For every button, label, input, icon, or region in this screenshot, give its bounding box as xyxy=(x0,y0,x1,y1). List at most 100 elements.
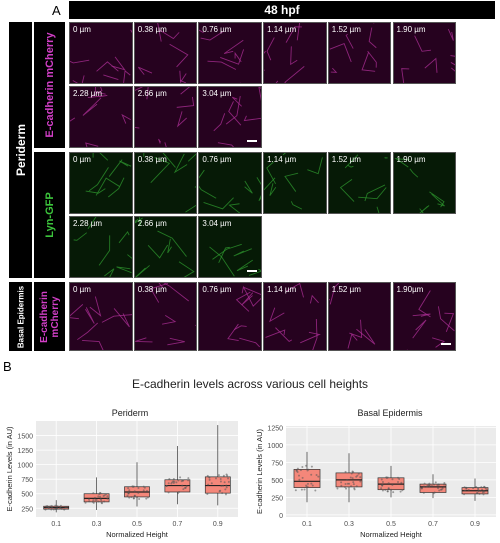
jitter-point xyxy=(50,508,53,511)
micrograph-tile: 1.90µm xyxy=(392,282,456,351)
y-tick-label: 500 xyxy=(21,492,33,499)
jitter-point xyxy=(344,482,347,485)
basal-epidermis-text: Basal Epidermis xyxy=(16,285,25,348)
jitter-point xyxy=(173,480,176,483)
jitter-point xyxy=(482,493,485,496)
panel-b-letter: B xyxy=(3,359,12,374)
micrograph-tile: 0.38 µm xyxy=(133,152,198,214)
jitter-point xyxy=(350,485,353,488)
jitter-point xyxy=(126,494,129,497)
jitter-point xyxy=(103,494,106,497)
jitter-point xyxy=(351,470,354,473)
micrograph-tile: 0.76 µm xyxy=(198,282,262,351)
jitter-point xyxy=(168,478,171,481)
y-tick-label: 1000 xyxy=(267,443,283,450)
jitter-point xyxy=(225,486,228,489)
periderm-boxplot: 250 500 750 1000 1250 1500 0.1 0.3 0.5 0.7 0.9 Norm… xyxy=(5,421,238,539)
jitter-point xyxy=(98,491,101,494)
jitter-point xyxy=(133,494,136,497)
jitter-point xyxy=(390,488,393,491)
scale-bar xyxy=(246,270,257,272)
jitter-point xyxy=(317,475,320,478)
jitter-point xyxy=(465,486,468,489)
y-tick-label: 750 xyxy=(21,477,33,484)
jitter-point xyxy=(227,480,230,483)
jitter-point xyxy=(93,496,96,499)
jitter-point xyxy=(187,477,190,480)
periderm-text: Periderm xyxy=(13,123,28,177)
micrograph-tile: 0.38 µm xyxy=(133,22,198,84)
jitter-point xyxy=(397,480,400,483)
jitter-point xyxy=(55,507,58,510)
jitter-point xyxy=(340,484,343,487)
jitter-point xyxy=(479,490,482,493)
jitter-point xyxy=(222,484,225,487)
depth-label: 1.90 µm xyxy=(396,155,426,164)
jitter-point xyxy=(100,499,103,502)
jitter-point xyxy=(381,480,384,483)
micrograph-tile: 0 µm xyxy=(69,282,133,351)
y-tick-label: 1500 xyxy=(17,434,33,441)
jitter-point xyxy=(391,483,394,486)
jitter-point xyxy=(133,490,136,493)
jitter-point xyxy=(220,484,223,487)
jitter-point xyxy=(481,488,484,491)
jitter-point xyxy=(128,489,131,492)
x-axis-label: Normalized Height xyxy=(106,530,169,539)
jitter-point xyxy=(463,489,466,492)
y-tick-label: 1000 xyxy=(17,463,33,470)
jitter-point xyxy=(210,482,213,485)
jitter-point xyxy=(172,478,175,481)
jitter-point xyxy=(219,480,222,483)
jitter-point xyxy=(310,482,313,485)
jitter-point xyxy=(167,482,170,485)
jitter-point xyxy=(50,506,53,509)
jitter-point xyxy=(167,491,170,494)
depth-label: 0.76 µm xyxy=(202,25,232,34)
jitter-point xyxy=(437,487,440,490)
jitter-point xyxy=(50,504,53,507)
jitter-point xyxy=(99,495,102,498)
jitter-point xyxy=(296,467,299,470)
jitter-point xyxy=(105,493,108,496)
depth-label: 0.38 µm xyxy=(137,285,167,294)
jitter-point xyxy=(438,489,441,492)
box xyxy=(419,483,447,493)
jitter-point xyxy=(303,488,306,491)
jitter-point xyxy=(143,486,146,489)
jitter-point xyxy=(165,485,168,488)
jitter-point xyxy=(311,484,314,487)
jitter-point xyxy=(66,506,69,509)
jitter-point xyxy=(340,481,343,484)
basal-ecadherin-text: E-cadherin mCherry xyxy=(38,290,61,343)
jitter-point xyxy=(208,476,211,479)
micrograph-tile: 2.28 µm xyxy=(69,86,133,148)
jitter-point xyxy=(477,487,480,490)
jitter-point xyxy=(306,482,309,485)
jitter-point xyxy=(353,487,356,490)
micrograph-tile: 0 µm xyxy=(69,22,133,84)
depth-label: 1.52 µm xyxy=(331,155,361,164)
jitter-point xyxy=(314,489,317,492)
jitter-point xyxy=(380,487,383,490)
jitter-point xyxy=(217,474,220,477)
jitter-point xyxy=(397,476,400,479)
jitter-point xyxy=(146,496,149,499)
jitter-point xyxy=(310,465,313,468)
x-tick-label: 0.9 xyxy=(470,521,480,528)
jitter-point xyxy=(175,481,178,484)
jitter-point xyxy=(386,490,389,493)
jitter-point xyxy=(103,500,106,503)
jitter-point xyxy=(59,506,62,509)
jitter-point xyxy=(52,508,55,511)
depth-label: 1.14 µm xyxy=(267,155,297,164)
micrograph-tile: 3.04 µm xyxy=(198,86,262,148)
jitter-point xyxy=(355,485,358,488)
jitter-point xyxy=(300,488,303,491)
micrograph-tile: 1.52 µm xyxy=(327,282,392,351)
jitter-point xyxy=(401,489,404,492)
jitter-point xyxy=(477,490,480,493)
jitter-point xyxy=(227,477,230,480)
depth-label: 0 µm xyxy=(73,25,91,34)
micrograph-tile: 1.14 µm xyxy=(263,22,327,84)
